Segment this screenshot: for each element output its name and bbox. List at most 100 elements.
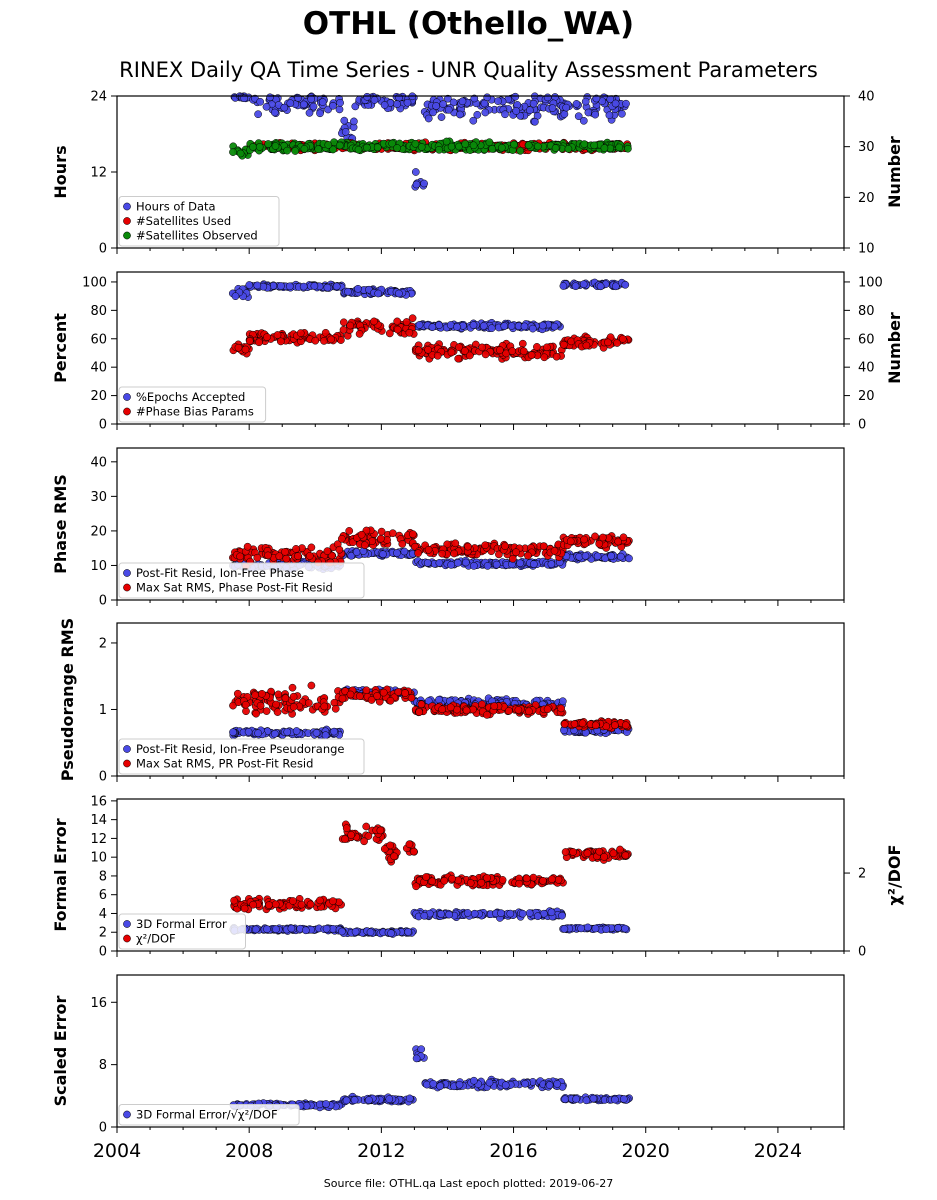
y-tick-label: 10 <box>90 851 107 866</box>
data-point <box>393 325 402 334</box>
data-point <box>611 1095 619 1104</box>
legend-marker <box>123 393 131 401</box>
y-axis-label: Pseudorange RMS <box>58 618 77 781</box>
data-point <box>373 143 382 152</box>
data-point <box>512 107 521 115</box>
data-point <box>322 924 331 933</box>
data-point <box>292 727 301 735</box>
data-point <box>241 345 250 354</box>
data-point <box>388 529 397 538</box>
data-point <box>287 924 296 933</box>
data-point <box>258 689 266 698</box>
y2-tick-label: 40 <box>858 90 875 105</box>
data-point <box>377 534 385 543</box>
data-point <box>561 1095 569 1104</box>
data-point <box>604 338 612 347</box>
data-point <box>395 93 403 102</box>
data-point <box>444 105 453 114</box>
data-point <box>409 847 418 856</box>
data-point <box>567 337 576 346</box>
data-point <box>365 1096 373 1104</box>
page-title: OTHL (Othello_WA) <box>302 6 635 42</box>
data-point <box>435 695 443 704</box>
data-point <box>388 139 397 148</box>
data-point <box>424 345 432 354</box>
data-point <box>296 329 305 337</box>
data-point <box>443 540 452 549</box>
data-point <box>561 848 570 856</box>
data-point <box>263 333 271 341</box>
data-point <box>440 876 449 885</box>
data-point <box>479 322 488 330</box>
y-axis-label: Hours <box>51 145 70 198</box>
y-tick-label: 2 <box>99 636 107 651</box>
data-point <box>256 97 265 106</box>
data-point <box>240 904 249 913</box>
data-point <box>533 343 541 351</box>
data-point <box>533 912 542 921</box>
data-point <box>282 554 291 563</box>
data-point <box>307 543 316 552</box>
data-point <box>339 318 348 327</box>
data-point <box>263 925 271 933</box>
data-point <box>470 94 479 103</box>
data-point <box>288 683 297 692</box>
data-point <box>342 824 351 833</box>
legend-label: Max Sat RMS, Phase Post-Fit Resid <box>136 581 333 595</box>
data-point <box>234 343 243 352</box>
data-point <box>289 703 298 711</box>
data-point <box>393 100 401 108</box>
data-point <box>560 720 569 728</box>
data-point <box>562 103 571 112</box>
data-point <box>386 696 395 705</box>
data-point <box>335 105 344 114</box>
data-point <box>611 282 620 291</box>
data-point <box>341 835 349 843</box>
data-point <box>531 117 539 126</box>
data-point <box>294 94 302 102</box>
data-point <box>521 1079 529 1088</box>
data-point <box>323 283 332 292</box>
data-point <box>572 100 581 108</box>
data-point <box>507 322 516 330</box>
data-point <box>566 537 575 546</box>
y2-axis-label: Number <box>885 136 904 208</box>
y2-tick-label: 20 <box>858 191 875 206</box>
data-point <box>230 896 238 905</box>
y-tick-label: 60 <box>90 332 107 347</box>
data-point <box>483 874 491 882</box>
data-point <box>579 280 588 289</box>
data-point <box>242 707 250 716</box>
data-point <box>318 98 327 106</box>
data-point <box>276 337 285 346</box>
data-point <box>405 1094 414 1103</box>
data-point <box>253 281 262 290</box>
legend-label: Max Sat RMS, PR Post-Fit Resid <box>136 757 313 771</box>
data-point <box>254 729 262 738</box>
legend-label: χ²/DOF <box>136 932 176 946</box>
data-point <box>350 117 358 126</box>
data-point <box>539 542 548 551</box>
data-point <box>453 323 461 331</box>
y2-tick-label: 10 <box>858 242 875 257</box>
data-point <box>311 336 320 345</box>
data-point <box>289 897 297 905</box>
x-tick-label: 2016 <box>489 1140 537 1162</box>
data-point <box>339 325 348 334</box>
y2-tick-label: 0 <box>858 945 866 960</box>
data-point <box>301 926 310 935</box>
data-point <box>422 873 430 881</box>
data-point <box>618 109 626 118</box>
data-point <box>624 144 632 153</box>
data-point <box>481 350 490 359</box>
data-point <box>581 552 590 560</box>
data-point <box>516 146 525 155</box>
data-point <box>470 562 478 570</box>
data-point <box>414 346 423 355</box>
data-point <box>423 1080 431 1089</box>
data-point <box>575 552 584 561</box>
data-point <box>297 900 306 909</box>
data-point <box>625 554 633 563</box>
